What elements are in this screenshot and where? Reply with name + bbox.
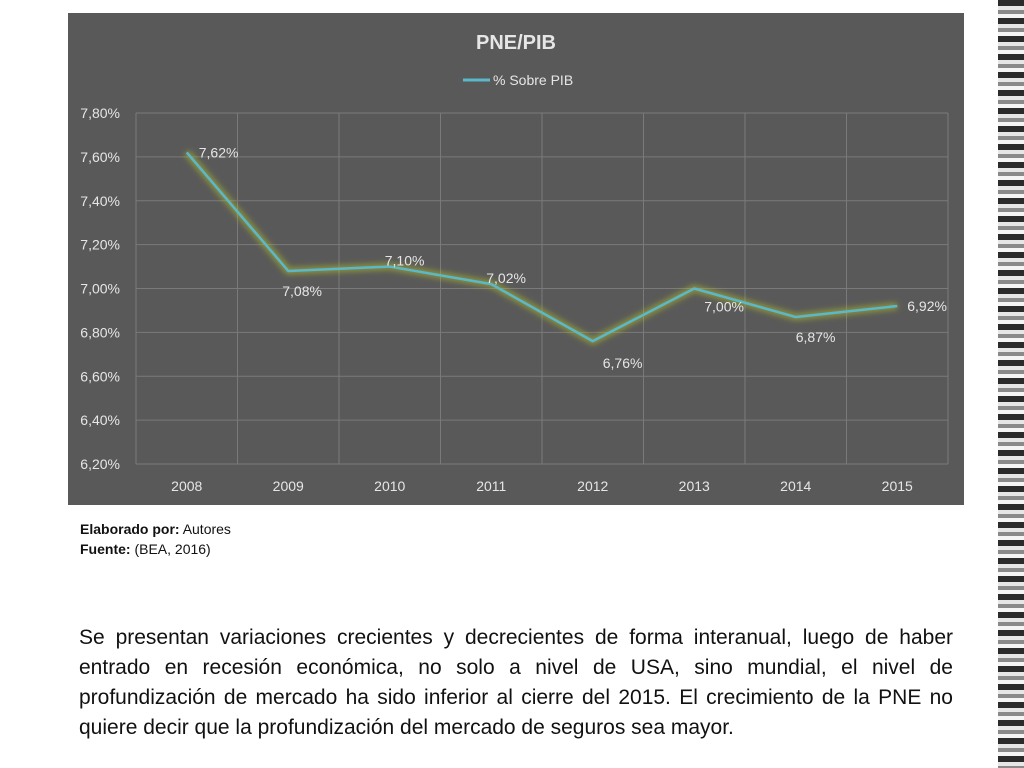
x-tick-label: 2013: [679, 478, 710, 494]
author-label: Elaborado por:: [80, 521, 180, 537]
chart-container: PNE/PIB % Sobre PIB 7,80% 7,60% 7,40% 7,20%…: [68, 13, 964, 505]
y-tick-label: 7,40%: [80, 193, 120, 209]
decorative-edge-strip: [992, 0, 1024, 768]
legend-label: % Sobre PIB: [493, 72, 573, 88]
description-paragraph: Se presentan variaciones crecientes y de…: [79, 626, 953, 739]
grid: [135, 112, 949, 465]
legend: % Sobre PIB: [463, 72, 573, 88]
source-value: (BEA, 2016): [134, 541, 211, 557]
x-tick-label: 2008: [171, 478, 202, 494]
y-tick-label: 6,80%: [80, 324, 120, 340]
author-value: Autores: [182, 521, 231, 537]
y-tick-label: 7,20%: [80, 237, 120, 253]
series-layer: [184, 150, 898, 345]
source-note: Elaborado por: Autores Fuente: (BEA, 201…: [80, 519, 231, 559]
data-label: 6,87%: [796, 329, 836, 345]
data-label: 7,10%: [385, 253, 425, 269]
author-line: Elaborado por: Autores: [80, 519, 231, 539]
y-tick-label: 6,40%: [80, 412, 120, 428]
x-tick-label: 2012: [577, 478, 608, 494]
y-tick-label: 7,80%: [80, 105, 120, 121]
data-label: 7,62%: [199, 144, 239, 160]
x-axis: 2008 2009 2010 2011 2012 2013 2014 2015: [171, 478, 913, 494]
source-label: Fuente:: [80, 541, 131, 557]
x-tick-label: 2009: [273, 478, 304, 494]
y-axis: 7,80% 7,60% 7,40% 7,20% 7,00% 6,80% 6,60% 6,40%…: [80, 105, 120, 472]
y-tick-label: 7,00%: [80, 281, 120, 297]
data-labels: 7,62% 7,08% 7,10% 7,02% 6,76% 7,00% 6,87% 6,92%: [199, 144, 947, 371]
data-label: 7,00%: [704, 299, 744, 315]
x-tick-label: 2014: [780, 478, 811, 494]
x-tick-label: 2011: [476, 478, 506, 494]
data-label: 7,08%: [282, 283, 322, 299]
source-line: Fuente: (BEA, 2016): [80, 539, 231, 559]
line-chart: PNE/PIB % Sobre PIB 7,80% 7,60% 7,40% 7,20%…: [80, 32, 949, 494]
data-label: 7,02%: [486, 270, 526, 286]
y-tick-label: 6,20%: [80, 456, 120, 472]
data-label: 6,92%: [907, 298, 947, 314]
series-line: [185, 151, 898, 343]
y-tick-label: 7,60%: [80, 149, 120, 165]
data-label: 6,76%: [603, 355, 643, 371]
chart-title: PNE/PIB: [476, 32, 556, 54]
x-tick-label: 2010: [374, 478, 405, 494]
x-tick-label: 2015: [882, 478, 913, 494]
y-tick-label: 6,60%: [80, 368, 120, 384]
